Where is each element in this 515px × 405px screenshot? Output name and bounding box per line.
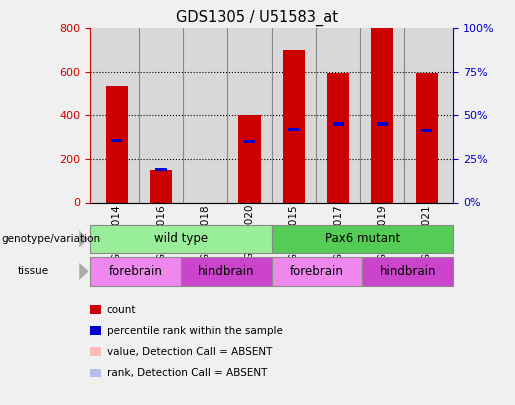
Text: count: count [107, 305, 136, 315]
Text: hindbrain: hindbrain [380, 265, 436, 278]
Bar [150, 170, 172, 202]
Bar [238, 115, 261, 202]
Bar [283, 50, 305, 202]
Text: percentile rank within the sample: percentile rank within the sample [107, 326, 283, 336]
Bar [244, 140, 255, 143]
Text: genotype/variation: genotype/variation [2, 234, 100, 244]
Polygon shape [79, 263, 89, 280]
Text: forebrain: forebrain [290, 265, 344, 278]
Bar [371, 28, 393, 202]
Text: rank, Detection Call = ABSENT: rank, Detection Call = ABSENT [107, 368, 267, 378]
Bar [288, 128, 299, 131]
Bar [421, 129, 432, 132]
Bar [377, 122, 388, 126]
Bar [416, 73, 438, 202]
Text: GDS1305 / U51583_at: GDS1305 / U51583_at [177, 10, 338, 26]
Bar [333, 122, 344, 126]
Polygon shape [79, 230, 89, 247]
Bar [111, 139, 122, 142]
Text: hindbrain: hindbrain [198, 265, 254, 278]
Text: wild type: wild type [154, 232, 208, 245]
Bar [156, 168, 166, 171]
Bar [327, 73, 349, 202]
Bar [106, 86, 128, 202]
Text: value, Detection Call = ABSENT: value, Detection Call = ABSENT [107, 347, 272, 357]
Text: forebrain: forebrain [109, 265, 162, 278]
Text: Pax6 mutant: Pax6 mutant [325, 232, 400, 245]
Text: tissue: tissue [18, 266, 49, 276]
